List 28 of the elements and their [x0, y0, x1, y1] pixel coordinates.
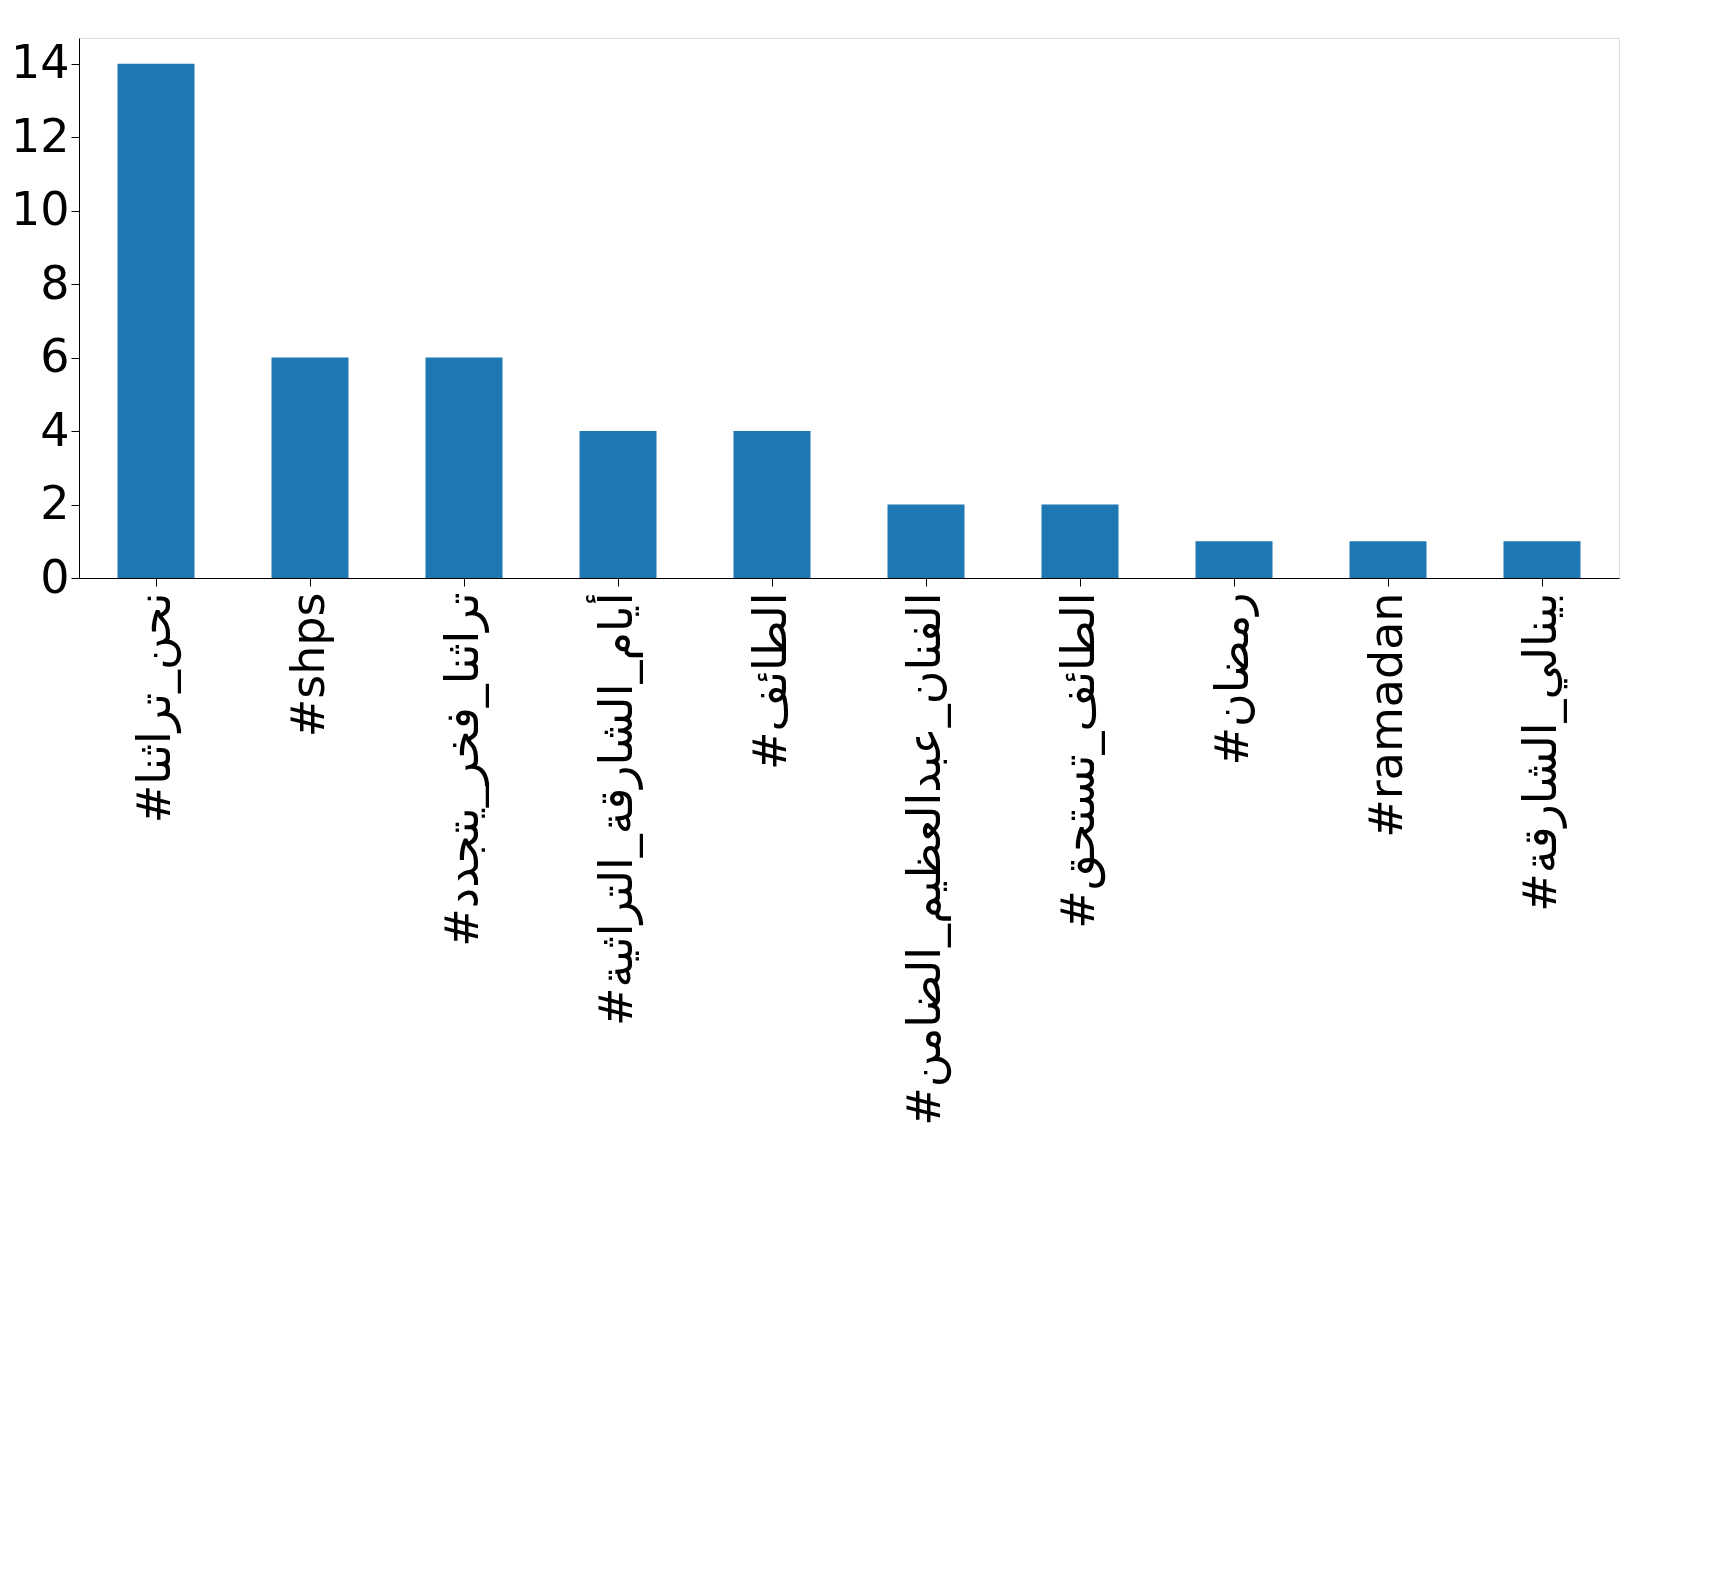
bar	[733, 431, 811, 578]
bar	[271, 357, 349, 578]
y-tick-label: 4	[40, 402, 70, 457]
bar	[1041, 504, 1119, 578]
x-tick-label: #تراثنا_فخر_يتجدد	[435, 592, 490, 947]
y-tick-label: 6	[40, 329, 70, 384]
x-tick-label: #الفنان_عبدالعظيم_الضامن	[897, 592, 952, 1126]
x-tick-label: #ramadan	[1359, 592, 1413, 838]
y-tick-label: 12	[10, 108, 70, 163]
y-tick-label: 10	[10, 182, 70, 237]
bar	[1349, 541, 1427, 578]
x-tick-label: #الطائف	[743, 592, 797, 771]
bar	[117, 63, 195, 578]
y-tick-label: 8	[40, 255, 70, 310]
x-tick-label: #رمضان	[1205, 592, 1259, 766]
x-tick-label: #الطائف_تستحق	[1051, 592, 1106, 929]
x-tick-label: #أيام_الشارقة_التراثية	[586, 592, 644, 1027]
y-tick-label: 0	[40, 549, 70, 604]
bar	[1195, 541, 1273, 578]
x-tick-label: #نحن_تراثنا	[127, 592, 182, 824]
bar	[425, 357, 503, 578]
bar	[1503, 541, 1581, 578]
x-tick-label: #shps	[281, 592, 335, 738]
bar	[579, 431, 657, 578]
y-tick-label: 14	[10, 35, 70, 90]
x-tick-label: #بينالي_الشارقة	[1513, 592, 1568, 912]
bar	[887, 504, 965, 578]
y-tick-label: 2	[40, 476, 70, 531]
